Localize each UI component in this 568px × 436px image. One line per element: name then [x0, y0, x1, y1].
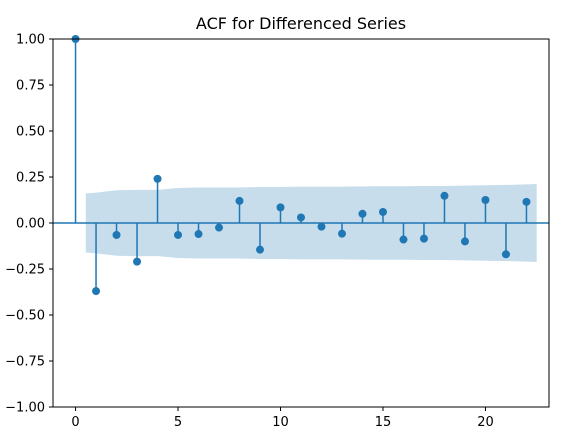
acf-point-16	[399, 236, 407, 244]
y-tick-label-1: −0.75	[5, 355, 45, 370]
x-tick-label-5: 5	[174, 415, 182, 430]
acf-point-7	[215, 224, 223, 232]
x-tick-label-20: 20	[477, 415, 494, 430]
acf-point-8	[236, 197, 244, 205]
x-tick-label-10: 10	[272, 415, 289, 430]
acf-point-11	[297, 213, 305, 221]
chart-title: ACF for Differenced Series	[196, 14, 406, 33]
y-tick-label-5: 0.25	[16, 171, 45, 186]
y-tick-label-6: 0.50	[16, 125, 45, 140]
acf-point-10	[277, 203, 285, 211]
acf-point-9	[256, 246, 264, 254]
plot-area	[53, 35, 549, 295]
acf-point-12	[317, 223, 325, 231]
acf-point-6	[195, 230, 203, 238]
y-tick-label-8: 1.00	[16, 33, 45, 48]
acf-point-20	[481, 196, 489, 204]
acf-point-18	[440, 192, 448, 200]
acf-point-22	[522, 198, 530, 206]
y-tick-label-0: −1.00	[5, 401, 45, 416]
acf-point-5	[174, 231, 182, 239]
y-tick-label-3: −0.25	[5, 263, 45, 278]
acf-point-14	[358, 210, 366, 218]
acf-point-1	[92, 287, 100, 295]
acf-point-2	[113, 231, 121, 239]
x-tick-label-0: 0	[71, 415, 79, 430]
y-tick-label-7: 0.75	[16, 79, 45, 94]
y-tick-label-4: 0.00	[16, 217, 45, 232]
acf-point-15	[379, 208, 387, 216]
acf-point-21	[502, 250, 510, 258]
x-tick-label-15: 15	[375, 415, 392, 430]
acf-point-3	[133, 258, 141, 266]
acf-point-17	[420, 235, 428, 243]
acf-point-13	[338, 230, 346, 238]
y-tick-label-2: −0.50	[5, 309, 45, 324]
acf-point-4	[154, 175, 162, 183]
acf-point-19	[461, 237, 469, 245]
